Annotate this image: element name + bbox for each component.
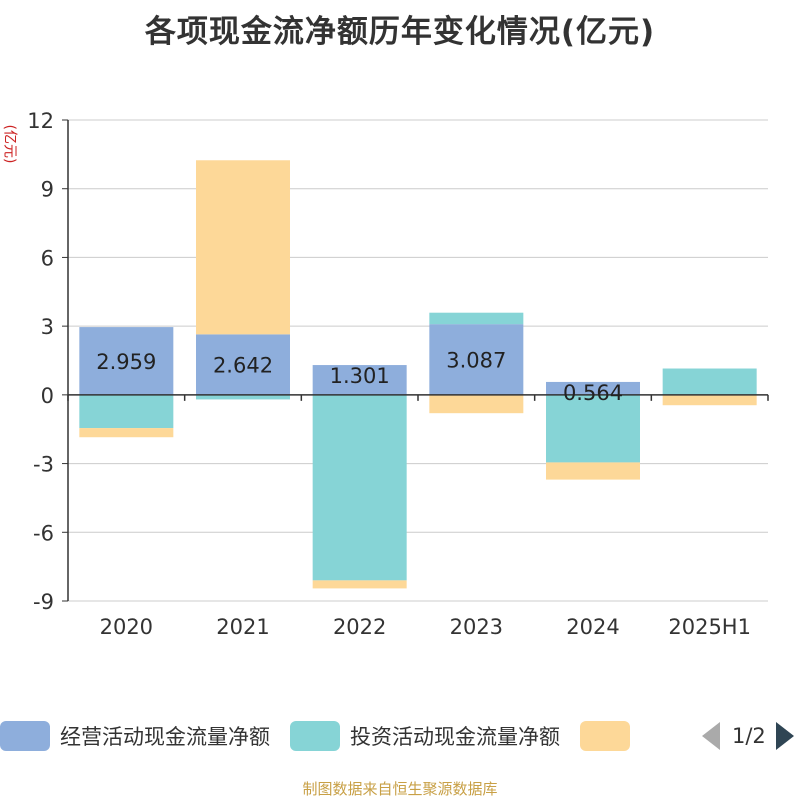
x-tick-label: 2023 — [450, 615, 503, 639]
legend-item-investing[interactable]: 投资活动现金流量净额 — [290, 721, 560, 751]
bar-series-0-2024[interactable] — [546, 381, 640, 395]
bar-series-2-2025H1[interactable] — [662, 394, 757, 406]
x-tick-label: 2022 — [333, 615, 386, 639]
legend-swatch-financing — [580, 721, 630, 751]
bar-series-0-2022[interactable] — [312, 365, 407, 395]
bar-series-1-2021[interactable] — [196, 394, 290, 400]
legend-item-financing[interactable] — [580, 721, 640, 751]
bar-series-2-2023[interactable] — [429, 394, 524, 414]
legend-swatch-investing — [290, 721, 340, 751]
x-tick-label: 2020 — [100, 615, 153, 639]
legend: 经营活动现金流量净额 投资活动现金流量净额 — [0, 716, 800, 756]
legend-label-investing: 投资活动现金流量净额 — [350, 725, 560, 749]
y-tick-label: 0 — [41, 384, 54, 408]
chart-title: 各项现金流净额历年变化情况(亿元) — [144, 14, 656, 50]
data-source-note: 制图数据来自恒生聚源数据库 — [302, 780, 498, 798]
data-label-operating: 2.642 — [213, 354, 273, 378]
y-tick-label: -6 — [33, 521, 54, 545]
x-tick-label: 2025H1 — [668, 615, 751, 639]
legend-prev-page-icon[interactable] — [702, 722, 720, 750]
y-tick-label: 6 — [41, 246, 54, 270]
y-tick-label: 9 — [41, 178, 54, 202]
bar-series-2-2020[interactable] — [79, 428, 174, 438]
chart-plot: 12 9 6 3 0 -3 -6 -9 2020 2021 2022 2023 2024 2025H1 2.… — [27, 109, 769, 639]
bar-series-0-2020[interactable] — [79, 327, 174, 395]
y-tick-label: 3 — [41, 315, 54, 339]
bar-series-1-2023[interactable] — [429, 312, 524, 325]
bar-series-0-2021[interactable] — [196, 334, 290, 395]
legend-pager: 1/2 — [700, 716, 794, 756]
bar-series-2-2022[interactable] — [312, 580, 407, 589]
x-tick-label: 2024 — [566, 615, 619, 639]
bar-series-2-2021[interactable] — [196, 160, 290, 335]
data-label-operating: 0.564 — [563, 381, 623, 405]
y-tick-label: -9 — [33, 590, 54, 614]
data-label-operating: 1.301 — [330, 364, 390, 388]
legend-page-indicator: 1/2 — [732, 724, 766, 748]
bar-series-1-2025H1[interactable] — [662, 368, 757, 395]
bar-series-1-2020[interactable] — [79, 394, 174, 429]
y-tick-label: -3 — [33, 453, 54, 477]
y-tick-label: 12 — [27, 109, 54, 133]
legend-swatch-operating — [0, 721, 50, 751]
data-label-operating: 3.087 — [446, 349, 506, 373]
legend-label-operating: 经营活动现金流量净额 — [60, 725, 270, 749]
bar-series-2-2024[interactable] — [546, 462, 640, 480]
bar-series-1-2022[interactable] — [312, 394, 407, 581]
x-tick-label: 2021 — [216, 615, 269, 639]
legend-item-operating[interactable]: 经营活动现金流量净额 — [0, 721, 270, 751]
bar-series-1-2024[interactable] — [546, 394, 640, 463]
data-label-operating: 2.959 — [96, 350, 156, 374]
legend-next-page-icon[interactable] — [775, 722, 794, 750]
bar-series-0-2023[interactable] — [429, 324, 524, 395]
